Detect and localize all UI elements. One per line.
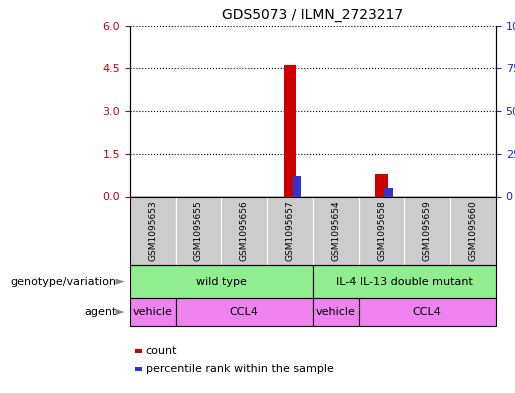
Text: vehicle: vehicle (316, 307, 356, 317)
Text: wild type: wild type (196, 277, 247, 286)
Text: vehicle: vehicle (133, 307, 173, 317)
Text: IL-4 IL-13 double mutant: IL-4 IL-13 double mutant (336, 277, 473, 286)
Text: GSM1095657: GSM1095657 (285, 200, 295, 261)
Text: genotype/variation: genotype/variation (10, 277, 116, 286)
Text: GSM1095656: GSM1095656 (239, 200, 249, 261)
Bar (375, 174, 388, 196)
Text: GSM1095655: GSM1095655 (194, 200, 203, 261)
Text: GSM1095654: GSM1095654 (331, 200, 340, 261)
Bar (284, 65, 297, 196)
Bar (293, 176, 301, 196)
Text: agent: agent (84, 307, 116, 317)
Text: CCL4: CCL4 (413, 307, 442, 317)
Text: GSM1095659: GSM1095659 (423, 200, 432, 261)
Title: GDS5073 / ILMN_2723217: GDS5073 / ILMN_2723217 (222, 8, 403, 22)
Bar (385, 188, 392, 196)
Text: percentile rank within the sample: percentile rank within the sample (146, 364, 334, 375)
Text: CCL4: CCL4 (230, 307, 259, 317)
Text: GSM1095660: GSM1095660 (469, 200, 477, 261)
Text: GSM1095653: GSM1095653 (148, 200, 157, 261)
Text: count: count (146, 345, 177, 356)
Text: GSM1095658: GSM1095658 (377, 200, 386, 261)
